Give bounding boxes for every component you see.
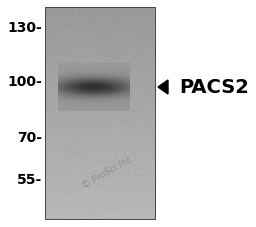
Text: © ProSci Inc.: © ProSci Inc.: [80, 153, 136, 190]
Text: 55-: 55-: [17, 172, 42, 186]
Text: 70-: 70-: [17, 131, 42, 144]
Text: 130-: 130-: [7, 21, 42, 35]
Text: 100-: 100-: [7, 75, 42, 89]
Polygon shape: [158, 81, 168, 95]
Text: PACS2: PACS2: [179, 78, 249, 97]
Bar: [45, 8, 155, 219]
